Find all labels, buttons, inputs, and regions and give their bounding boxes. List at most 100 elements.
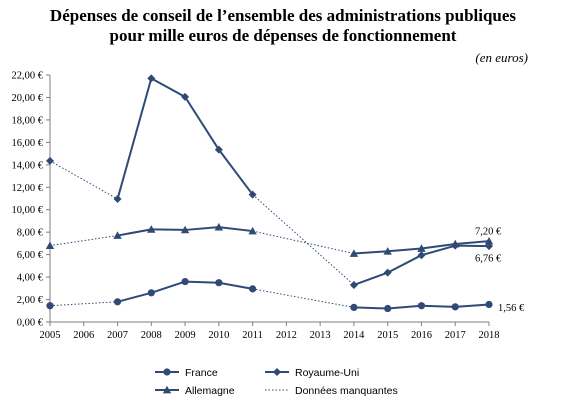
france-point [147, 289, 155, 297]
y-tick-label: 0,00 € [17, 318, 44, 329]
allemagne-missing-segment [49, 235, 118, 247]
allemagne-point [248, 226, 257, 235]
data-label-royaume-uni: 6,76 € [475, 254, 502, 265]
x-tick-label: 2005 [40, 330, 61, 341]
x-tick-label: 2009 [175, 330, 196, 341]
x-tick-label: 2010 [208, 330, 229, 341]
allemagne-point [113, 231, 122, 239]
royaume-uni-point [383, 268, 392, 277]
france-line-segment [455, 303, 490, 308]
allemagne-line-segment [387, 247, 422, 253]
y-tick-label: 2,00 € [17, 295, 44, 306]
france-point [384, 304, 392, 313]
legend-label: Allemagne [185, 385, 235, 397]
x-tick-label: 2016 [411, 330, 432, 341]
x-tick-label: 2017 [445, 330, 466, 341]
legend-label: France [185, 367, 218, 379]
x-tick-label: 2014 [343, 330, 365, 341]
france-point [451, 303, 459, 311]
y-tick-label: 8,00 € [17, 228, 44, 239]
royaume-uni-line-segment [218, 149, 254, 196]
allemagne-line-segment [353, 250, 388, 255]
y-tick-label: 22,00 € [12, 71, 44, 82]
royaume-uni-point [113, 195, 122, 204]
x-tick-label: 2012 [276, 330, 297, 341]
x-tick-label: 2008 [141, 330, 162, 341]
france-line-segment [353, 306, 388, 310]
allemagne-point [180, 225, 190, 234]
royaume-uni-line-segment [387, 254, 422, 274]
x-tick-label: 2015 [377, 330, 398, 341]
france-point [485, 300, 493, 309]
royaume-uni-point [181, 92, 190, 101]
allemagne-point [451, 239, 460, 248]
y-tick-label: 14,00 € [12, 160, 44, 171]
royaume-uni-point [248, 190, 257, 199]
royaume-uni-line-segment [116, 78, 153, 200]
france-point [113, 298, 122, 306]
allemagne-point [147, 225, 156, 233]
royaume-uni-missing-segment [252, 194, 355, 286]
data-label-allemagne: 7,20 € [475, 227, 502, 238]
france-line-segment [117, 291, 152, 303]
royaume-uni-point [349, 280, 358, 289]
france-line-segment [150, 280, 186, 294]
chart-title-line-1: Dépenses de conseil de l’ensemble des ad… [49, 6, 517, 25]
allemagne-line-segment [117, 228, 152, 237]
royaume-uni-point [417, 251, 426, 260]
allemagne-point [417, 244, 426, 252]
royaume-uni-line-segment [184, 96, 220, 151]
x-tick-label: 2007 [107, 330, 128, 341]
chart-title: Dépenses de conseil de l’ensemble des ad… [0, 6, 566, 46]
france-missing-segment [49, 301, 118, 307]
allemagne-line-segment [184, 226, 219, 231]
legend-label: Données manquantes [295, 385, 398, 397]
y-tick-label: 16,00 € [12, 138, 44, 149]
france-point [46, 302, 54, 310]
legend-marker [162, 385, 172, 394]
france-missing-segment [252, 288, 355, 308]
allemagne-line-segment [455, 240, 490, 245]
france-line-segment [185, 280, 219, 284]
france-point [181, 277, 189, 286]
allemagne-point [349, 249, 359, 257]
x-tick-label: 2011 [242, 330, 263, 341]
royaume-uni-line-segment [353, 271, 389, 286]
y-tick-label: 18,00 € [12, 115, 44, 126]
allemagne-point [45, 241, 55, 250]
france-line-segment [387, 304, 422, 310]
x-tick-label: 2013 [310, 330, 331, 341]
unit-label: (en euros) [475, 50, 528, 65]
royaume-uni-line-segment [421, 244, 456, 257]
allemagne-point [484, 236, 494, 245]
x-tick-label: 2018 [479, 330, 500, 341]
allemagne-point [214, 222, 224, 231]
legend-marker [273, 368, 281, 376]
allemagne-line-segment [151, 228, 186, 231]
allemagne-line-segment [218, 226, 253, 233]
france-line-segment [421, 304, 456, 308]
chart-title-line-2: pour mille euros de dépenses de fonction… [109, 26, 457, 45]
royaume-uni-point [147, 74, 156, 83]
y-tick-label: 20,00 € [12, 93, 44, 104]
data-label-france: 1,56 € [498, 303, 525, 314]
france-point [417, 302, 426, 310]
royaume-uni-missing-segment [49, 160, 118, 200]
y-tick-label: 6,00 € [17, 250, 44, 261]
y-tick-label: 4,00 € [17, 273, 44, 284]
legend-marker [163, 368, 171, 376]
allemagne-line-segment [421, 242, 456, 250]
royaume-uni-point [46, 156, 54, 165]
france-point [215, 279, 223, 287]
allemagne-point [383, 247, 392, 255]
royaume-uni-line-segment [150, 77, 186, 98]
france-point [249, 285, 257, 293]
x-tick-label: 2006 [73, 330, 94, 341]
y-tick-label: 12,00 € [12, 183, 44, 194]
legend-label: Royaume-Uni [295, 367, 359, 379]
france-point [350, 303, 358, 312]
allemagne-missing-segment [252, 230, 355, 255]
france-line-segment [218, 281, 253, 290]
royaume-uni-point [214, 145, 223, 154]
